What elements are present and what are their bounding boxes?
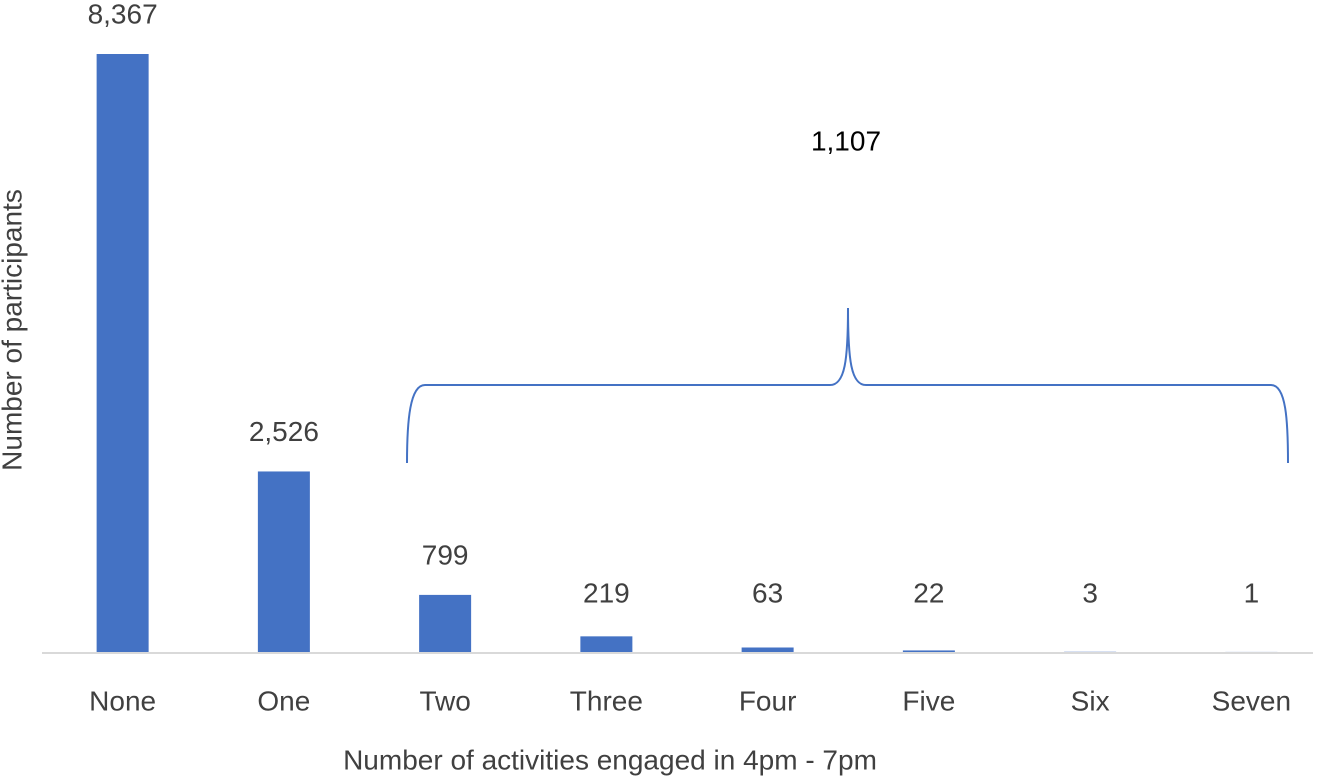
bar: [257, 471, 310, 652]
bar: [580, 636, 633, 652]
x-tick-label: One: [257, 685, 310, 716]
bar: [419, 594, 472, 652]
x-tick-label: Six: [1071, 685, 1110, 716]
annotation: 1,107: [811, 125, 881, 156]
data-label: 63: [752, 577, 783, 608]
data-label: 8,367: [88, 0, 158, 29]
y-axis-title: Number of participants: [0, 189, 27, 471]
x-axis-title: Number of activities engaged in 4pm - 7p…: [343, 744, 877, 775]
x-tick-label: Five: [902, 685, 955, 716]
x-tick-label: Four: [739, 685, 797, 716]
brace: [406, 307, 1289, 464]
x-tick-label: Three: [570, 685, 643, 716]
data-label: 3: [1082, 577, 1098, 608]
data-label: 219: [583, 577, 630, 608]
x-tick-label: Seven: [1212, 685, 1291, 716]
data-label: 1: [1244, 577, 1260, 608]
x-tick-label: None: [89, 685, 156, 716]
bar: [902, 650, 955, 652]
bar: [96, 54, 149, 652]
x-tick-label: Two: [419, 685, 470, 716]
data-label: 22: [913, 577, 944, 608]
data-label: 2,526: [249, 416, 319, 447]
bar: [741, 647, 794, 652]
data-label: 799: [422, 539, 469, 570]
